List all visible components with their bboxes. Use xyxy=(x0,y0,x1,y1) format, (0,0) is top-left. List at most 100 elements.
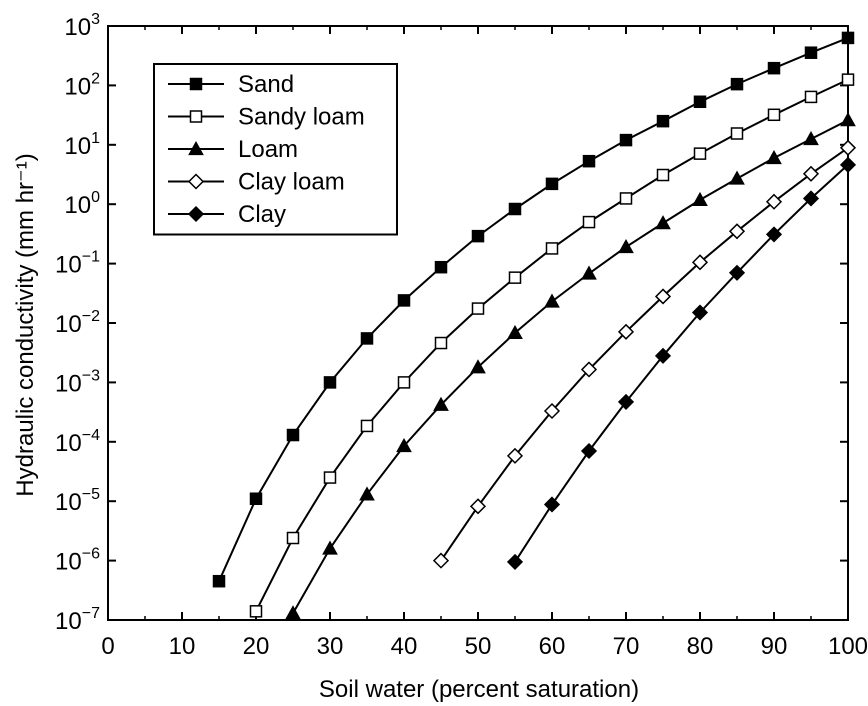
data-point-clay xyxy=(543,496,561,513)
y-tick-label: 10−3 xyxy=(55,367,100,397)
data-point-loam xyxy=(359,486,375,501)
data-point-sand xyxy=(730,77,744,91)
data-point-sandy-loam xyxy=(693,147,707,160)
y-tick-label: 10−2 xyxy=(55,308,100,338)
data-point-sand xyxy=(545,177,559,191)
data-point-loam xyxy=(692,191,708,207)
y-tick-label: 10−6 xyxy=(55,546,100,576)
data-point-clay-loam xyxy=(802,165,820,182)
data-point-loam xyxy=(544,293,560,308)
legend-marker-clay xyxy=(187,205,205,223)
data-point-sand xyxy=(508,202,522,216)
data-point-sand xyxy=(804,46,818,59)
data-point-sand xyxy=(619,133,633,147)
legend-marker-clay-loam xyxy=(187,173,205,190)
data-point-clay xyxy=(802,190,820,207)
data-point-clay-loam xyxy=(654,288,672,305)
data-point-loam xyxy=(470,359,486,374)
data-point-clay-loam xyxy=(506,447,524,464)
y-tick-label: 10−4 xyxy=(55,427,100,457)
series-line-clay-loam xyxy=(440,146,849,562)
series-clay-loam xyxy=(432,139,857,569)
y-tick-label: 10−5 xyxy=(55,486,100,516)
x-tick-label: 90 xyxy=(761,633,788,660)
data-point-sand xyxy=(767,61,781,75)
data-point-loam xyxy=(581,265,597,280)
data-point-sandy-loam xyxy=(249,605,263,618)
series-line-clay xyxy=(514,164,849,563)
data-point-sand xyxy=(397,294,411,307)
data-point-sandy-loam xyxy=(582,215,596,229)
y-tick-label: 100 xyxy=(64,189,100,219)
data-point-loam xyxy=(618,239,634,254)
data-point-clay-loam xyxy=(469,498,487,515)
data-point-clay xyxy=(765,226,783,243)
series-sand xyxy=(212,31,855,588)
data-point-sandy-loam xyxy=(656,168,670,182)
y-tick-label: 102 xyxy=(64,70,100,100)
data-point-sandy-loam xyxy=(841,73,855,86)
data-point-sand xyxy=(434,260,448,274)
data-point-sand xyxy=(841,31,855,45)
legend-marker-sand xyxy=(189,77,203,91)
data-point-sand xyxy=(323,376,337,389)
series-line-loam xyxy=(292,119,849,614)
legend-label-clay-loam: Clay loam xyxy=(238,169,345,196)
data-point-sand xyxy=(286,428,300,442)
data-point-sand xyxy=(693,95,707,109)
series-sandy-loam xyxy=(249,73,855,618)
data-point-sand xyxy=(471,229,485,243)
y-tick-label: 103 xyxy=(64,11,100,41)
plot-series xyxy=(212,31,857,620)
data-point-loam xyxy=(840,112,856,127)
data-point-loam xyxy=(285,605,301,620)
data-point-sandy-loam xyxy=(508,271,522,284)
legend-label-sandy-loam: Sandy loam xyxy=(238,104,365,131)
data-point-sandy-loam xyxy=(471,302,485,315)
legend-marker-loam xyxy=(188,140,204,156)
data-point-loam xyxy=(766,149,782,165)
y-axis-label: Hydraulic conductivity (mm hr⁻¹) xyxy=(12,153,39,496)
x-tick-label: 70 xyxy=(613,633,640,660)
data-point-clay-loam xyxy=(728,223,746,240)
y-tick-label: 101 xyxy=(64,130,100,160)
data-point-clay-loam xyxy=(432,552,450,569)
data-point-sandy-loam xyxy=(434,336,448,350)
data-point-loam xyxy=(433,396,449,411)
data-point-sand xyxy=(360,332,374,345)
legend-label-loam: Loam xyxy=(238,136,298,163)
legend: Sand Sandy loam Loam Clay loam Clay xyxy=(153,63,398,236)
data-point-sandy-loam xyxy=(360,419,374,433)
x-tick-label: 20 xyxy=(243,633,270,660)
y-tick-label: 10−7 xyxy=(55,605,100,635)
data-point-clay-loam xyxy=(691,254,709,271)
legend-label-clay: Clay xyxy=(238,201,286,228)
series-clay xyxy=(506,156,857,570)
data-point-clay-loam xyxy=(543,402,561,420)
data-point-loam xyxy=(655,215,671,230)
x-tick-label: 40 xyxy=(391,633,418,660)
data-point-clay xyxy=(506,553,524,570)
data-point-clay-loam xyxy=(580,361,598,378)
x-tick-label: 60 xyxy=(539,633,566,660)
data-point-clay xyxy=(691,304,709,321)
data-point-sandy-loam xyxy=(323,471,337,484)
data-point-loam xyxy=(396,437,412,453)
data-point-sandy-loam xyxy=(286,531,300,545)
data-point-clay-loam xyxy=(617,323,635,340)
data-point-sandy-loam xyxy=(767,108,781,122)
data-point-loam xyxy=(803,131,819,146)
series-loam xyxy=(285,112,856,620)
data-point-loam xyxy=(729,170,745,185)
x-tick-label: 0 xyxy=(101,633,114,660)
data-point-sandy-loam xyxy=(730,127,744,140)
x-axis-label: Soil water (percent saturation) xyxy=(319,676,639,703)
data-point-clay xyxy=(654,347,672,364)
data-point-clay xyxy=(617,393,635,410)
legend-label-sand: Sand xyxy=(238,71,294,98)
data-point-sand xyxy=(212,574,226,588)
data-point-clay-loam xyxy=(765,193,783,210)
x-tick-label: 30 xyxy=(317,633,344,660)
axes: 0 10 20 30 40 50 60 70 80 90 100 103 102 101 100 10−1 10… xyxy=(55,11,868,660)
